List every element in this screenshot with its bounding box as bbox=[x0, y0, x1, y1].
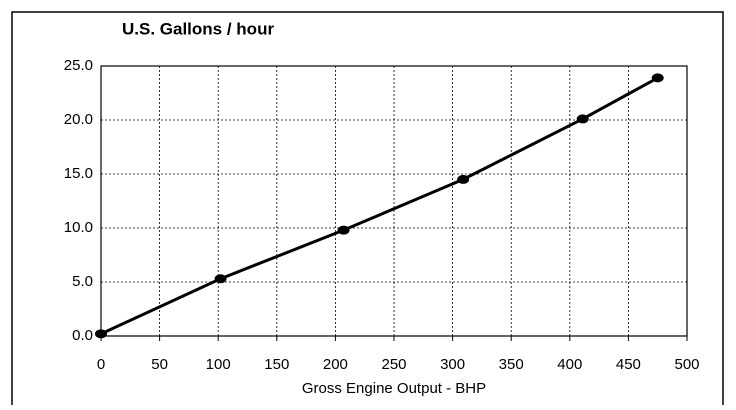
y-tick-label: 15.0 bbox=[64, 165, 93, 182]
data-point bbox=[651, 73, 664, 83]
chart-frame bbox=[11, 11, 724, 410]
y-tick-label: 25.0 bbox=[64, 57, 93, 74]
x-tick-label: 400 bbox=[557, 356, 582, 373]
x-tick-label: 50 bbox=[151, 356, 168, 373]
data-point bbox=[457, 174, 470, 184]
data-line bbox=[100, 76, 659, 336]
y-tick-label: 5.0 bbox=[72, 273, 93, 290]
x-tick-label: 300 bbox=[440, 356, 465, 373]
x-tick-label: 450 bbox=[616, 356, 641, 373]
data-point bbox=[95, 329, 107, 339]
x-tick-label: 350 bbox=[499, 356, 524, 373]
x-tick-label: 100 bbox=[206, 356, 231, 373]
chart-title: U.S. Gallons / hour bbox=[122, 19, 274, 38]
plot-area bbox=[100, 65, 688, 337]
x-tick-label: 250 bbox=[381, 356, 406, 373]
x-tick-label: 0 bbox=[97, 356, 105, 373]
x-tick-label: 150 bbox=[264, 356, 289, 373]
y-tick-label: 10.0 bbox=[64, 219, 93, 236]
x-tick-label: 500 bbox=[674, 356, 699, 373]
data-point bbox=[337, 225, 350, 235]
y-tick-label: 0.0 bbox=[72, 327, 93, 344]
x-axis-label: Gross Engine Output - BHP bbox=[302, 380, 486, 397]
data-point bbox=[576, 114, 589, 124]
y-tick-label: 20.0 bbox=[64, 111, 93, 128]
data-point bbox=[214, 274, 227, 284]
x-tick-label: 200 bbox=[323, 356, 348, 373]
